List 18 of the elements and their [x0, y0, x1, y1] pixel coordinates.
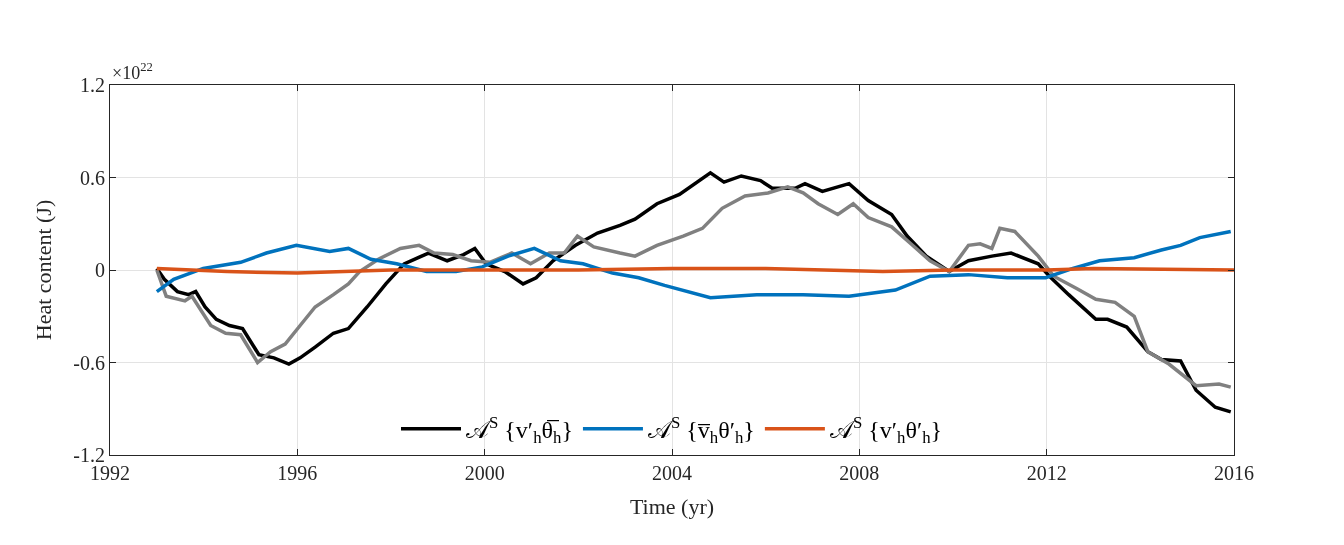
y-tick-label: 0.6	[79, 166, 105, 189]
legend-label: 𝒜$^{S}$ {v′$_{h}$θ′$_{h}$}	[829, 412, 943, 448]
x-tick-label: 2000	[464, 462, 505, 485]
y-tick-label: -0.6	[73, 351, 105, 374]
legend-label: 𝒜$^{S}$ {v′$_{h}$θ̅$_{h}$}	[466, 412, 573, 448]
y-tick-label: 1.2	[79, 74, 105, 96]
legend-label: 𝒜$^{S}$ {v̅$_{h}$θ′$_{h}$}	[647, 412, 755, 448]
line-series	[155, 185, 1233, 389]
x-tick-label: 1996	[277, 462, 318, 485]
x-tick-label: 2008	[839, 462, 880, 485]
text: ×10$^{22}$	[112, 60, 153, 83]
x-tick-label: 2016	[1214, 462, 1254, 485]
x-tick-label: 2012	[1026, 462, 1067, 485]
x-axis-title: Time (yr)	[629, 494, 715, 519]
y-axis-title: Heat content (J)	[31, 199, 57, 341]
x-tick-label: 2004	[652, 462, 692, 485]
line-series	[155, 229, 1233, 300]
y-tick-label: 0	[94, 259, 105, 281]
